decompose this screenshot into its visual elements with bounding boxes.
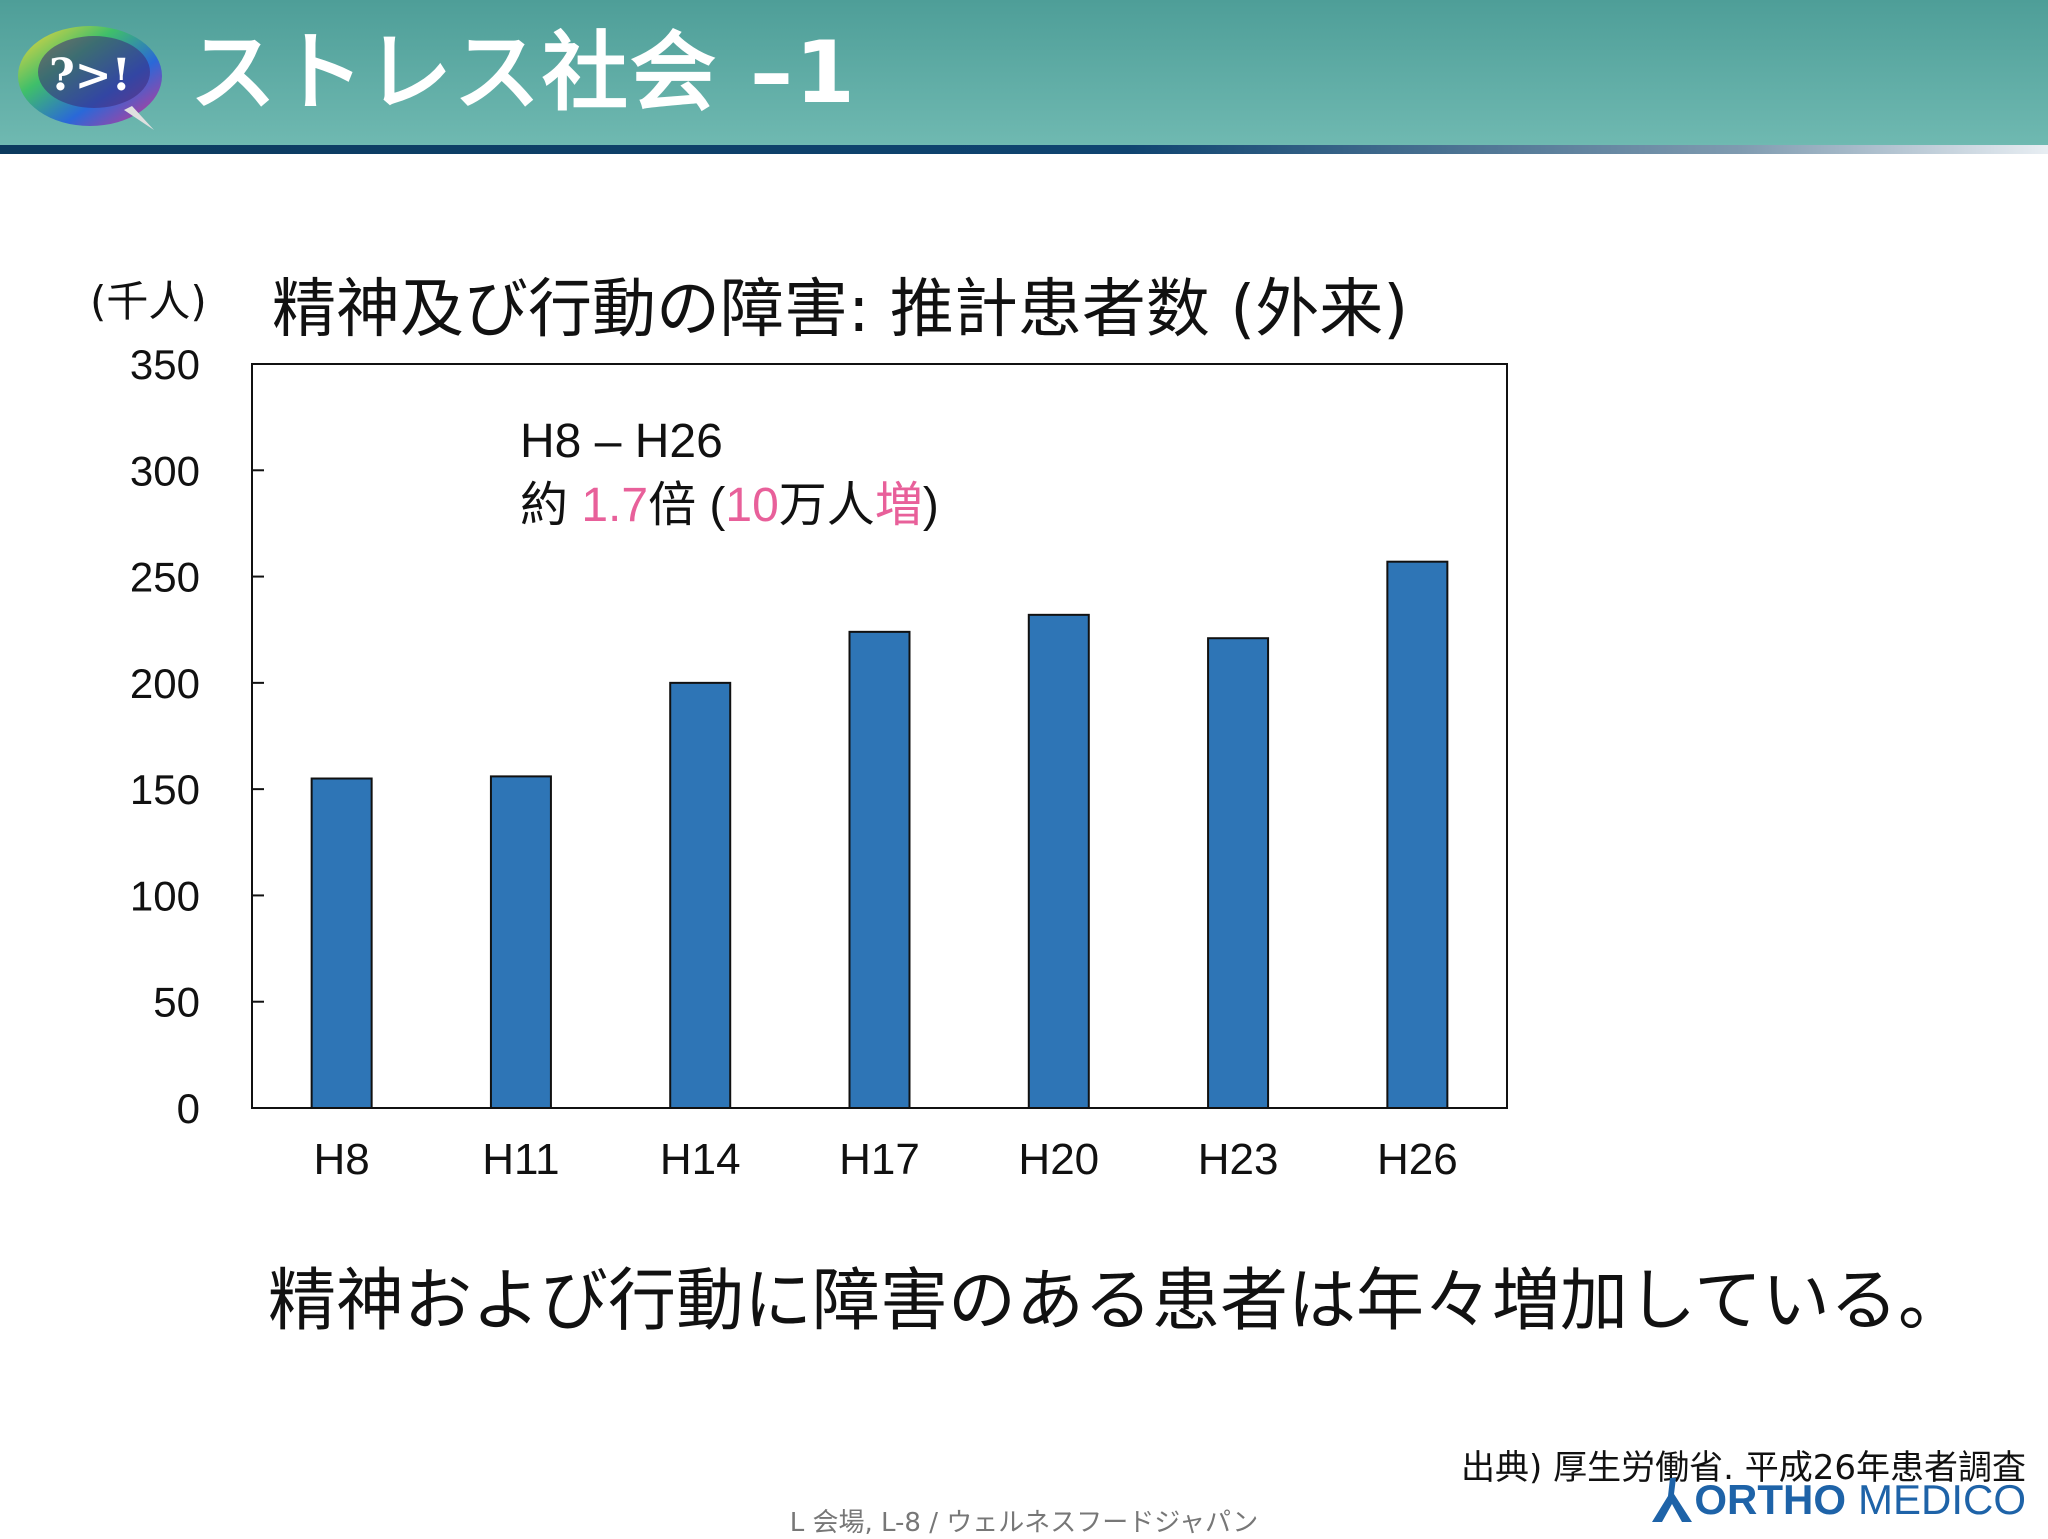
bar-h17 bbox=[848, 630, 911, 1110]
annotation-mid: 倍 ( bbox=[648, 479, 726, 532]
logo-text: ?>! bbox=[49, 50, 131, 101]
bar-h26 bbox=[1386, 560, 1449, 1109]
annotation-increase: 増 bbox=[874, 479, 923, 532]
x-tick-label: H17 bbox=[839, 1135, 920, 1184]
footer-text: L 会場, L-8 / ウェルネスフードジャパン bbox=[789, 1508, 1259, 1538]
bar-h23 bbox=[1207, 637, 1270, 1110]
annotation-close: ) bbox=[922, 479, 939, 532]
bar-h14 bbox=[669, 681, 732, 1109]
y-tick-label: 200 bbox=[130, 660, 200, 707]
title-bar bbox=[0, 0, 2048, 145]
title-divider bbox=[0, 145, 2048, 154]
x-tick-label: H14 bbox=[660, 1135, 741, 1184]
y-tick-label: 250 bbox=[130, 554, 200, 601]
brand-name-bold: ORTHO bbox=[1694, 1476, 1846, 1523]
y-axis: 0 50 100 150 200 250 300 350 bbox=[130, 341, 264, 1132]
annotation-growth: 約 1.7倍 (10万人増) bbox=[520, 474, 939, 538]
annotation-ratio: 1.7 bbox=[581, 479, 649, 532]
page-title: ストレス社会 –1 bbox=[190, 23, 857, 123]
chart-title: 精神及び行動の障害: 推計患者数 (外来) bbox=[272, 273, 1409, 347]
y-tick-label: 0 bbox=[177, 1085, 200, 1132]
x-tick-label: H23 bbox=[1198, 1135, 1279, 1184]
growth-annotation: H8 – H26 約 1.7倍 (10万人増) bbox=[520, 410, 939, 538]
x-tick-label: H8 bbox=[314, 1135, 370, 1184]
brand-name-light: MEDICO bbox=[1858, 1476, 2026, 1523]
x-axis: H8 H11 H14 H17 H20 H23 H26 bbox=[314, 1135, 1458, 1184]
y-tick-label: 150 bbox=[130, 766, 200, 813]
bar-h11 bbox=[489, 775, 552, 1109]
y-tick-label: 350 bbox=[130, 341, 200, 388]
bar-h8 bbox=[310, 777, 373, 1109]
slide-caption: 精神および行動に障害のある患者は年々増加している。 bbox=[268, 1262, 1966, 1341]
y-tick-label: 300 bbox=[130, 447, 200, 494]
brand-logo: ORTHO MEDICO bbox=[1650, 1476, 2026, 1524]
y-tick-label: 100 bbox=[130, 872, 200, 919]
annotation-unit: 万人 bbox=[778, 479, 875, 532]
speech-bubble-icon: ?>! bbox=[18, 26, 162, 130]
annotation-number: 10 bbox=[725, 479, 779, 532]
y-axis-unit-label: (千人) bbox=[90, 277, 207, 326]
bar-series bbox=[310, 560, 1449, 1110]
annotation-period: H8 – H26 bbox=[520, 415, 723, 468]
bar-h20 bbox=[1027, 613, 1090, 1109]
x-tick-label: H26 bbox=[1377, 1135, 1458, 1184]
x-tick-label: H20 bbox=[1018, 1135, 1099, 1184]
x-tick-label: H11 bbox=[482, 1135, 559, 1184]
source-citation: 出典) 厚生労働省. 平成26年患者調査 bbox=[1461, 1448, 2026, 1488]
y-tick-label: 50 bbox=[153, 979, 200, 1026]
annotation-prefix: 約 bbox=[520, 479, 582, 532]
person-icon bbox=[1652, 1478, 1693, 1522]
